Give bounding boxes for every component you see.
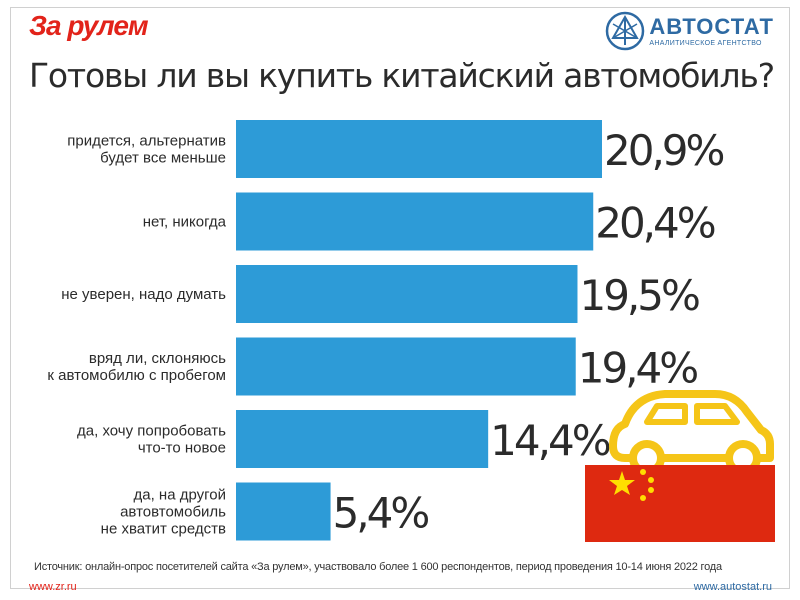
category-label: будет все меньше (100, 150, 226, 167)
category-label: что-то новое (138, 440, 226, 457)
chart-title: Готовы ли вы купить китайский автомобиль… (29, 56, 775, 95)
bar (236, 192, 594, 251)
category-label: к автомобилю с пробегом (47, 367, 226, 384)
autostat-logo-icon (606, 11, 645, 51)
bar (236, 265, 578, 323)
category-label: нет, никогда (143, 214, 227, 231)
value-label: 14,4% (490, 416, 610, 465)
bar (236, 410, 489, 468)
value-label: 20,4% (595, 199, 715, 248)
illustration (585, 390, 775, 542)
value-label: 19,4% (578, 344, 698, 393)
category-label: вряд ли, склоняюсь (89, 350, 226, 367)
value-label: 5,4% (333, 489, 429, 538)
category-label: придется, альтернатив (67, 133, 226, 150)
autostat-logo: АВТОСТАТ АНАЛИТИЧЕСКОЕ АГЕНТСТВО (605, 8, 774, 54)
value-label: 20,9% (604, 126, 724, 175)
za-rulem-logo: За рулем (29, 10, 149, 41)
category-label: да, на другой (133, 487, 226, 504)
autostat-subtitle: АНАЛИТИЧЕСКОЕ АГЕНТСТВО (649, 39, 762, 47)
category-label: да, хочу попробовать (77, 423, 226, 440)
autostat-url[interactable]: www.autostat.ru (693, 581, 772, 593)
bar (236, 337, 576, 396)
source-note: Источник: онлайн-опрос посетителей сайта… (34, 561, 722, 573)
zr-url[interactable]: www.zr.ru (29, 581, 77, 593)
china-flag-icon (585, 465, 775, 542)
value-label: 19,5% (579, 271, 699, 320)
autostat-name: АВТОСТАТ (649, 13, 774, 39)
bar (236, 120, 602, 178)
category-label: не уверен, надо думать (61, 286, 226, 303)
category-label: автовтомобиль (120, 504, 226, 521)
car-icon (609, 390, 774, 476)
category-label: не хватит средств (101, 521, 226, 538)
bar (236, 482, 331, 541)
